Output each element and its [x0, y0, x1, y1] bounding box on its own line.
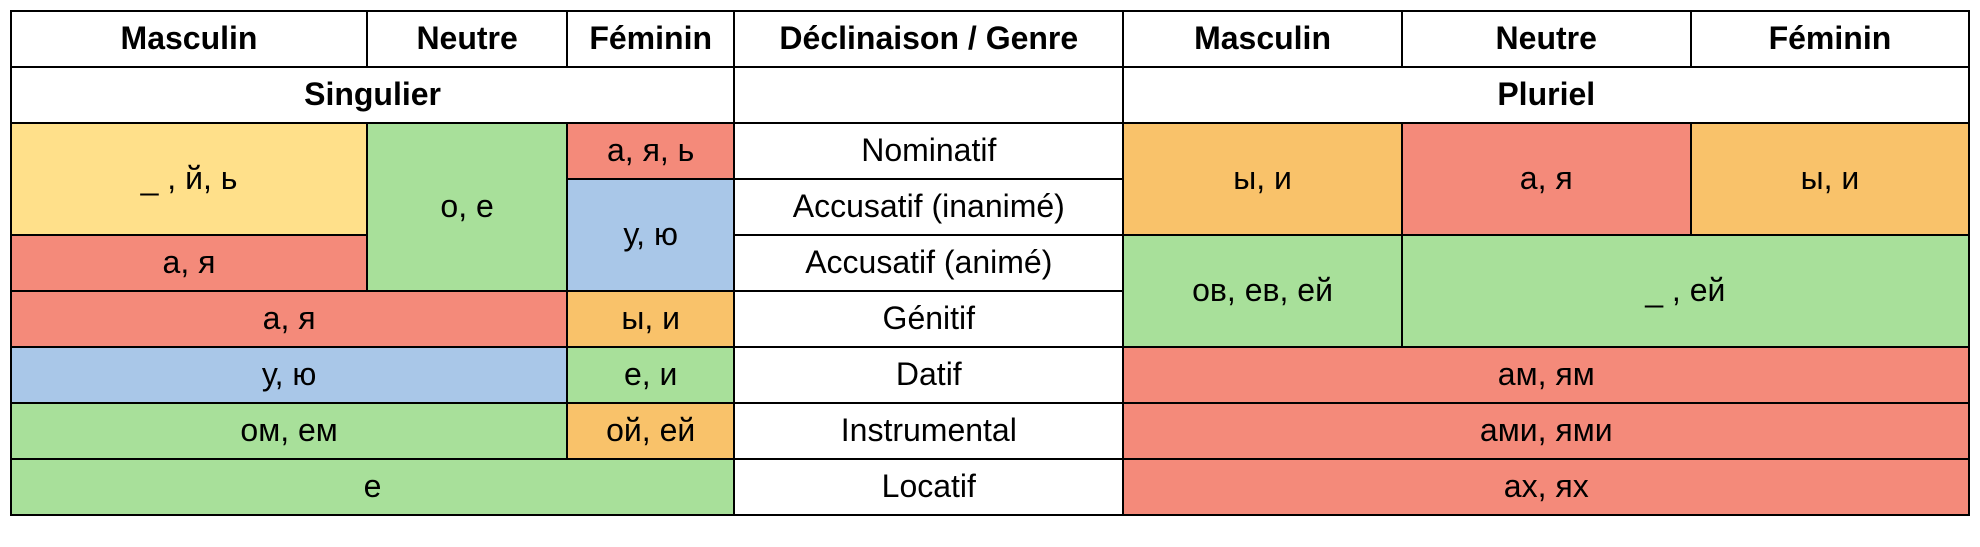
number-row: Singulier Pluriel	[11, 67, 1969, 123]
hdr-blank	[734, 67, 1123, 123]
pl-ins: ами, ями	[1123, 403, 1969, 459]
row-datif: у, ю е, и Datif ам, ям	[11, 347, 1969, 403]
sg-nom-n: о, е	[367, 123, 567, 291]
sg-gen-f: ы, и	[567, 291, 734, 347]
sg-dat-f: е, и	[567, 347, 734, 403]
pl-nom-f: ы, и	[1691, 123, 1969, 235]
sg-gen-mn: а, я	[11, 291, 567, 347]
pl-gen-nf: _ , ей	[1402, 235, 1969, 347]
sg-dat-mn: у, ю	[11, 347, 567, 403]
pl-nom-m: ы, и	[1123, 123, 1401, 235]
hdr-pl-masc: Masculin	[1123, 11, 1401, 67]
sg-nom-m: _ , й, ь	[11, 123, 367, 235]
row-instrumental: ом, ем ой, ей Instrumental ами, ями	[11, 403, 1969, 459]
pl-gen-m: ов, ев, ей	[1123, 235, 1401, 347]
row-nominatif: _ , й, ь о, е а, я, ь Nominatif ы, и а, …	[11, 123, 1969, 179]
hdr-sg-neut: Neutre	[367, 11, 567, 67]
sg-ins-mn: ом, ем	[11, 403, 567, 459]
pl-dat: ам, ям	[1123, 347, 1969, 403]
pl-nom-n: а, я	[1402, 123, 1691, 235]
case-genitif: Génitif	[734, 291, 1123, 347]
case-instrumental: Instrumental	[734, 403, 1123, 459]
case-datif: Datif	[734, 347, 1123, 403]
hdr-sg-fem: Féminin	[567, 11, 734, 67]
hdr-pl-neut: Neutre	[1402, 11, 1691, 67]
sg-acc-f: у, ю	[567, 179, 734, 291]
case-acc-inanime: Accusatif (inanimé)	[734, 179, 1123, 235]
hdr-pluriel: Pluriel	[1123, 67, 1969, 123]
sg-nom-f: а, я, ь	[567, 123, 734, 179]
case-acc-anime: Accusatif (animé)	[734, 235, 1123, 291]
hdr-sg-masc: Masculin	[11, 11, 367, 67]
sg-loc: е	[11, 459, 734, 515]
case-nominatif: Nominatif	[734, 123, 1123, 179]
hdr-pl-fem: Féminin	[1691, 11, 1969, 67]
row-acc-anime: а, я Accusatif (animé) ов, ев, ей _ , ей	[11, 235, 1969, 291]
case-locatif: Locatif	[734, 459, 1123, 515]
pl-loc: ах, ях	[1123, 459, 1969, 515]
hdr-singulier: Singulier	[11, 67, 734, 123]
header-row: Masculin Neutre Féminin Déclinaison / Ge…	[11, 11, 1969, 67]
sg-acc-m: а, я	[11, 235, 367, 291]
sg-ins-f: ой, ей	[567, 403, 734, 459]
row-locatif: е Locatif ах, ях	[11, 459, 1969, 515]
hdr-decl: Déclinaison / Genre	[734, 11, 1123, 67]
declension-table: Masculin Neutre Féminin Déclinaison / Ge…	[10, 10, 1970, 516]
